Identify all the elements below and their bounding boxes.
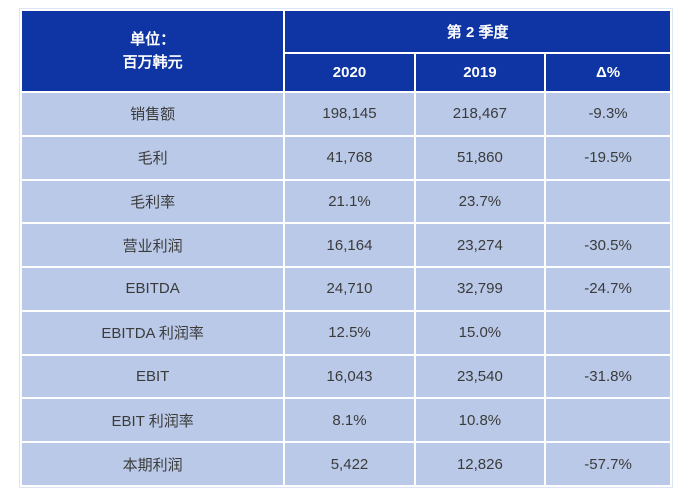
unit-header-cell: 单位： 百万韩元: [22, 11, 284, 91]
value-2020-cell: 24,710: [285, 268, 414, 310]
value-2020-cell: 41,768: [285, 136, 414, 179]
value-2020-cell: 5,422: [285, 443, 414, 485]
row-label-cell: 本期利润: [22, 443, 284, 485]
q2-results-table: 单位： 百万韩元 第 2 季度 2020 2019 Δ% 销售额 198,145 2…: [20, 9, 672, 487]
value-2020-cell: 8.1%: [285, 399, 414, 442]
table-row: EBITDA 24,710 32,799 -24.7%: [22, 268, 670, 310]
value-2019-cell: 32,799: [415, 268, 545, 310]
row-label-cell: 毛利: [22, 136, 284, 179]
table-row: 营业利润 16,164 23,274 -30.5%: [22, 224, 670, 267]
row-label-cell: 营业利润: [22, 224, 284, 267]
value-2019-cell: 23.7%: [415, 180, 545, 223]
value-delta-cell: [546, 399, 670, 442]
value-2020-cell: 21.1%: [285, 180, 414, 223]
row-label-cell: 销售额: [22, 93, 284, 135]
row-label-cell: EBIT 利润率: [22, 399, 284, 442]
row-label-cell: EBIT: [22, 355, 284, 398]
row-label-cell: EBITDA 利润率: [22, 311, 284, 354]
value-2019-cell: 15.0%: [415, 311, 545, 354]
value-delta-cell: -30.5%: [546, 224, 670, 267]
value-2020-cell: 12.5%: [285, 311, 414, 354]
table-body: 销售额 198,145 218,467 -9.3% 毛利 41,768 51,860 -19.…: [22, 93, 670, 485]
column-header-2019: 2019: [415, 54, 545, 91]
value-2020-cell: 198,145: [285, 93, 414, 135]
value-delta-cell: -9.3%: [546, 93, 670, 135]
unit-label-line1: 单位：: [130, 30, 176, 48]
value-delta-cell: -19.5%: [546, 136, 670, 179]
financial-table: 单位： 百万韩元 第 2 季度 2020 2019 Δ% 销售额 198,145 2…: [19, 8, 673, 488]
table-row: EBIT 利润率 8.1% 10.8%: [22, 399, 670, 442]
header-row-quarter: 单位： 百万韩元 第 2 季度: [22, 11, 670, 91]
value-delta-cell: -31.8%: [546, 355, 670, 398]
row-label-cell: EBITDA: [22, 268, 284, 310]
quarter-header-cell: 第 2 季度: [285, 11, 670, 52]
table-row: 本期利润 5,422 12,826 -57.7%: [22, 443, 670, 485]
value-2019-cell: 51,860: [415, 136, 545, 179]
column-header-2020: 2020: [285, 54, 414, 91]
value-2019-cell: 23,540: [415, 355, 545, 398]
table-row: 毛利率 21.1% 23.7%: [22, 180, 670, 223]
value-delta-cell: [546, 311, 670, 354]
table-row: EBIT 16,043 23,540 -31.8%: [22, 355, 670, 398]
value-delta-cell: -57.7%: [546, 443, 670, 485]
unit-label-line2: 百万韩元: [122, 54, 183, 71]
value-delta-cell: [546, 180, 670, 223]
row-label-cell: 毛利率: [22, 180, 284, 223]
value-2019-cell: 10.8%: [415, 399, 545, 442]
value-2020-cell: 16,043: [285, 355, 414, 398]
value-delta-cell: -24.7%: [546, 268, 670, 310]
value-2019-cell: 23,274: [415, 224, 545, 267]
value-2020-cell: 16,164: [285, 224, 414, 267]
value-2019-cell: 218,467: [415, 93, 545, 135]
table-row: 销售额 198,145 218,467 -9.3%: [22, 93, 670, 135]
value-2019-cell: 12,826: [415, 443, 545, 485]
table-row: 毛利 41,768 51,860 -19.5%: [22, 136, 670, 179]
table-row: EBITDA 利润率 12.5% 15.0%: [22, 311, 670, 354]
column-header-delta: Δ%: [546, 54, 670, 91]
header-row-years: 2020 2019 Δ%: [22, 54, 670, 91]
